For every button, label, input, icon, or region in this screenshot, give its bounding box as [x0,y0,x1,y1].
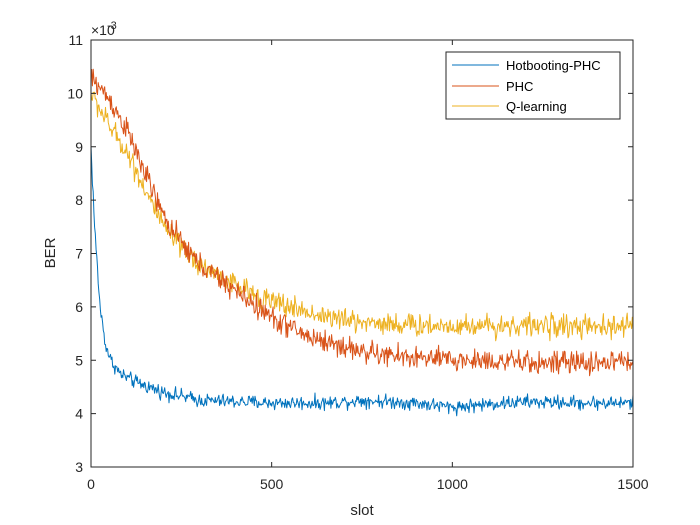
x-tick-label: 1000 [437,476,468,492]
y-tick-label: 11 [68,32,83,48]
legend: Hotbooting-PHC PHC Q-learning [445,51,621,120]
y-tick-label: 10 [67,85,83,101]
y-axis-label: BER [42,237,59,268]
y-tick-label: 4 [75,406,83,422]
axis-ticks: 0 500 1000 1500 3 4 5 6 7 8 9 10 11 [67,32,648,492]
x-tick-label: 0 [87,476,95,492]
x-tick-label: 1500 [617,476,648,492]
series-line-phc [90,68,634,377]
x-tick-label: 500 [260,476,284,492]
y-tick-label: 6 [75,299,83,315]
y-tick-label: 9 [75,139,83,155]
legend-label-phc: PHC [506,79,533,94]
plot-lines [90,68,634,417]
legend-label-hotbooting-phc: Hotbooting-PHC [506,58,601,73]
y-exponent-power: -3 [107,20,117,32]
y-tick-label: 7 [75,246,83,262]
y-exponent-base: ×10 [91,22,115,38]
y-tick-label: 3 [75,459,83,475]
y-tick-label: 8 [75,192,83,208]
legend-label-q-learning: Q-learning [506,99,567,114]
series-line-hotbooting-phc [90,145,634,417]
x-axis-label: slot [350,502,374,519]
y-tick-label: 5 [75,352,83,368]
